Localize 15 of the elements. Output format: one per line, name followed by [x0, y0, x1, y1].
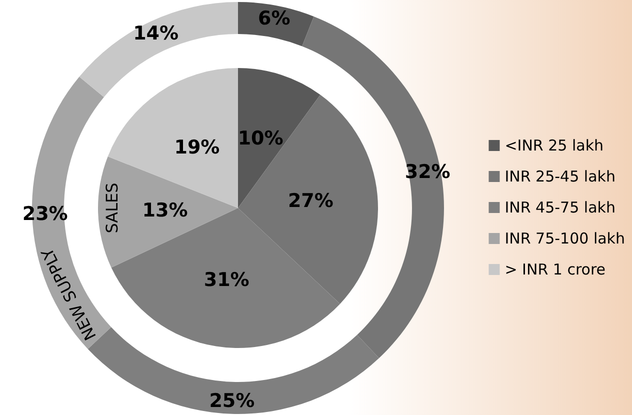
legend-label: INR 45-75 lakh [504, 198, 616, 216]
legend-label: INR 25-45 lakh [504, 168, 616, 186]
legend-label: > INR 1 crore [504, 260, 606, 278]
data-label: 27% [288, 190, 334, 212]
data-label: 19% [174, 136, 220, 159]
data-label: 13% [142, 199, 188, 222]
data-label: 10% [238, 128, 284, 150]
data-label: 31% [204, 269, 250, 292]
slice-label: SALES [102, 182, 122, 234]
data-label: 6% [258, 7, 290, 30]
data-label: 25% [209, 390, 255, 412]
data-label: 14% [133, 22, 179, 44]
data-label: 23% [22, 203, 68, 226]
legend-label: <INR 25 lakh [504, 136, 604, 154]
legend-label: INR 75-100 lakh [504, 230, 626, 248]
